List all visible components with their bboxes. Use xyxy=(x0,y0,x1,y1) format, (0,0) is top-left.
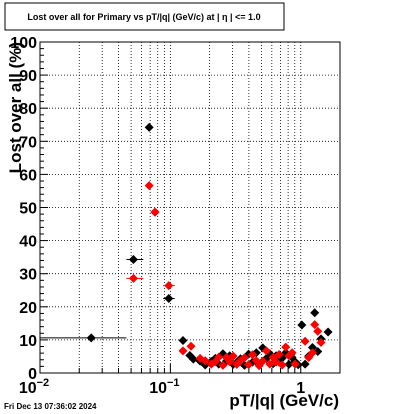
data-point xyxy=(310,308,320,318)
data-point xyxy=(178,336,188,346)
data-point xyxy=(316,338,326,348)
data-point xyxy=(297,320,307,330)
data-point xyxy=(274,349,284,359)
y-tick-labels: 0 10 20 30 40 50 60 70 80 90 100 xyxy=(10,35,37,383)
data-point xyxy=(214,352,224,362)
series-red xyxy=(126,181,326,371)
x-axis-title: pT/|q| (GeV/c) xyxy=(229,391,339,410)
footer-timestamp: Fri Dec 13 07:36:02 2024 xyxy=(4,402,97,411)
y-tick-label: 70 xyxy=(19,134,37,151)
y-tick-label: 10 xyxy=(19,333,37,350)
data-point xyxy=(188,354,198,364)
title-box: Lost over all for Primary vs pT/|q| (GeV… xyxy=(4,2,285,31)
data-point xyxy=(300,359,310,369)
x-tick-label: 1 xyxy=(296,380,305,397)
data-point xyxy=(144,122,154,132)
data-point xyxy=(261,346,271,356)
data-point xyxy=(307,343,317,353)
data-point xyxy=(86,333,96,343)
data-point xyxy=(323,327,333,337)
data-point xyxy=(307,348,317,358)
y-tick-label: 0 xyxy=(28,366,37,383)
data-point xyxy=(271,357,281,367)
data-point xyxy=(200,356,210,366)
y-tick-label: 90 xyxy=(19,68,37,85)
data-point xyxy=(290,359,300,369)
data-point xyxy=(150,207,160,217)
title-box-frame xyxy=(4,2,285,31)
data-point xyxy=(225,357,235,367)
data-point xyxy=(239,353,249,363)
y-tick-label: 100 xyxy=(10,35,37,52)
data-point xyxy=(164,281,174,291)
y-tick-label: 20 xyxy=(19,300,37,317)
data-point xyxy=(258,356,268,366)
data-point xyxy=(218,360,228,370)
y-tick-label: 50 xyxy=(19,201,37,218)
data-point xyxy=(164,294,174,304)
y-tick-label: 60 xyxy=(19,167,37,184)
data-point xyxy=(186,341,196,351)
data-point xyxy=(287,348,297,358)
y-tick-label: 80 xyxy=(19,101,37,118)
data-point xyxy=(248,350,258,360)
y-tick-label: 30 xyxy=(19,267,37,284)
data-point xyxy=(281,342,291,352)
grid xyxy=(40,42,340,373)
data-point xyxy=(228,351,238,361)
data-points xyxy=(40,122,333,371)
y-axis-title: Lost over all (%) xyxy=(6,42,25,173)
y-tick-label: 40 xyxy=(19,234,37,251)
data-point xyxy=(277,360,287,370)
data-point xyxy=(178,346,188,356)
axis-ticks xyxy=(39,41,341,374)
chart-title: Lost over all for Primary vs pT/|q| (GeV… xyxy=(27,12,260,22)
data-point xyxy=(310,320,320,330)
data-point xyxy=(244,360,254,370)
data-point xyxy=(313,326,323,336)
data-point xyxy=(128,273,138,283)
data-point xyxy=(144,181,154,191)
data-point xyxy=(128,254,138,264)
data-point xyxy=(300,336,310,346)
